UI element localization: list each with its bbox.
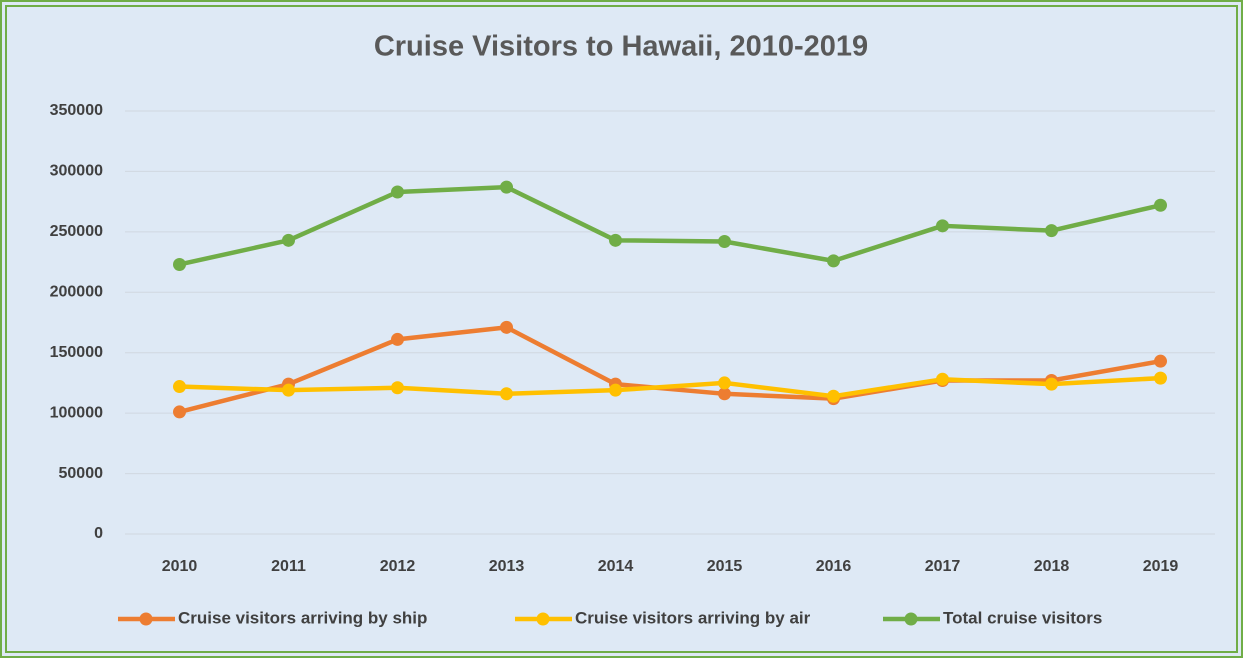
data-point <box>936 219 949 233</box>
data-point <box>173 380 186 394</box>
x-tick-label: 2015 <box>707 558 743 575</box>
legend-label: Cruise visitors arriving by air <box>575 608 811 627</box>
series-line <box>179 184 1162 267</box>
y-tick-label: 0 <box>94 525 103 542</box>
x-tick-label: 2017 <box>925 558 961 575</box>
data-point <box>1154 371 1167 385</box>
data-point <box>609 383 622 397</box>
y-tick-label: 150000 <box>50 344 103 361</box>
data-point <box>500 387 513 401</box>
legend-marker <box>139 612 153 626</box>
x-tick-label: 2019 <box>1143 558 1179 575</box>
chart-title: Cruise Visitors to Hawaii, 2010-2019 <box>374 31 868 63</box>
legend-marker <box>536 612 550 626</box>
data-point <box>1154 198 1167 212</box>
y-tick-label: 200000 <box>50 284 103 301</box>
series-line <box>179 375 1161 399</box>
data-point <box>827 254 840 268</box>
y-tick-label: 300000 <box>50 163 103 180</box>
data-point <box>391 185 404 199</box>
x-tick-label: 2014 <box>598 558 634 575</box>
x-tick-label: 2013 <box>489 558 525 575</box>
data-point <box>1154 354 1167 368</box>
x-tick-label: 2012 <box>380 558 416 575</box>
data-point <box>1045 377 1058 391</box>
data-point <box>282 233 295 247</box>
data-point <box>718 387 731 401</box>
legend-label: Total cruise visitors <box>943 608 1102 627</box>
y-tick-label: 50000 <box>59 465 104 482</box>
data-point <box>173 405 186 419</box>
chart: Cruise Visitors to Hawaii, 2010-2019 0 50… <box>50 31 1215 627</box>
x-tick-label: 2010 <box>162 558 198 575</box>
data-point <box>391 381 404 395</box>
x-tick-label: 2018 <box>1034 558 1070 575</box>
data-point <box>1045 224 1058 238</box>
data-point <box>500 320 513 334</box>
y-tick-label: 350000 <box>50 102 103 119</box>
series-line <box>178 325 1161 415</box>
x-tick-label: 2016 <box>816 558 852 575</box>
legend-label: Cruise visitors arriving by ship <box>178 608 427 627</box>
data-point <box>718 376 731 390</box>
data-point <box>391 332 404 346</box>
y-tick-label: 100000 <box>50 404 103 421</box>
data-point <box>282 383 295 397</box>
data-point <box>936 372 949 386</box>
data-point <box>500 180 513 194</box>
data-point <box>173 257 186 271</box>
data-point <box>827 389 840 403</box>
legend-marker <box>904 612 918 626</box>
y-tick-label: 250000 <box>50 223 103 240</box>
x-tick-label: 2011 <box>271 558 306 575</box>
data-point <box>718 235 731 249</box>
data-point <box>609 233 622 247</box>
